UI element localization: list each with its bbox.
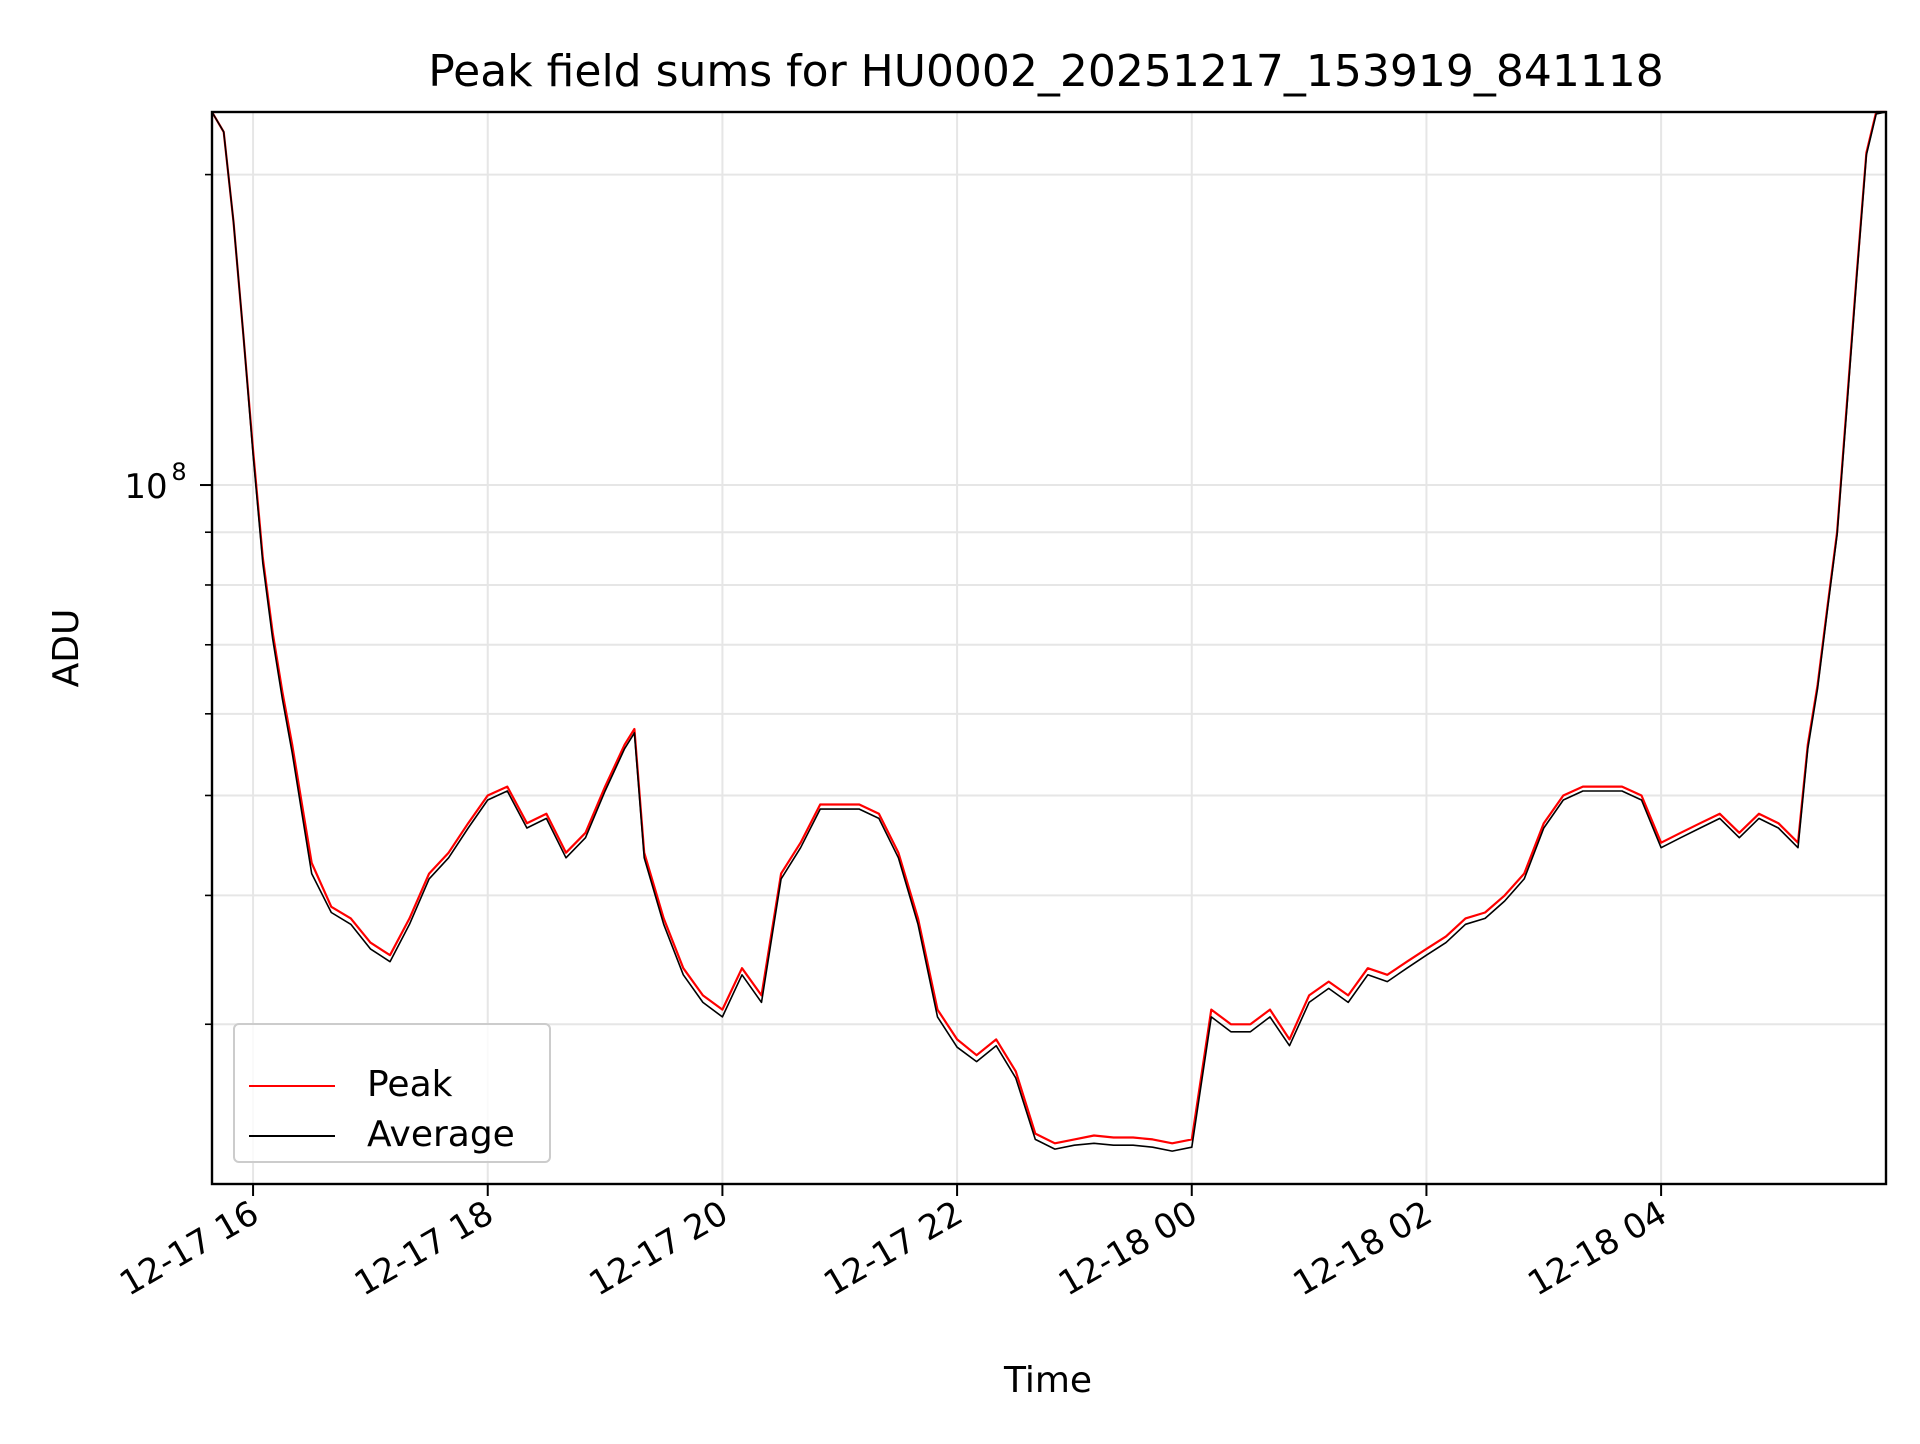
chart-title: Peak field sums for HU0002_20251217_1539… bbox=[428, 46, 1664, 97]
x-axis-ticks: 12-17 16 12-17 18 12-17 20 12-17 22 12-18 00… bbox=[113, 1184, 1674, 1304]
x-tick-label: 12-17 18 bbox=[348, 1193, 500, 1304]
legend-label-average: Average bbox=[367, 1114, 515, 1155]
legend-swatch-average bbox=[249, 1135, 335, 1137]
series-line-average bbox=[211, 111, 1887, 1152]
x-tick-label: 12-17 16 bbox=[113, 1193, 265, 1304]
x-tick-label: 12-18 04 bbox=[1521, 1193, 1673, 1304]
y-tick-label: 10 bbox=[124, 467, 167, 507]
legend-item-peak: Peak bbox=[235, 1061, 549, 1111]
plot-frame bbox=[210, 110, 1888, 1186]
x-axis-label: Time bbox=[1003, 1360, 1092, 1401]
legend: Peak Average bbox=[233, 1023, 551, 1163]
series-line-peak bbox=[211, 110, 1886, 1145]
legend-item-average: Average bbox=[235, 1111, 549, 1161]
y-tick-label-exponent: 8 bbox=[171, 458, 186, 486]
y-axis-label: ADU bbox=[46, 609, 87, 688]
x-tick-label: 12-17 20 bbox=[583, 1193, 735, 1304]
legend-label-peak: Peak bbox=[367, 1064, 453, 1105]
grid-lines bbox=[212, 112, 1886, 1184]
x-tick-label: 12-17 22 bbox=[817, 1193, 969, 1304]
x-tick-label: 12-18 02 bbox=[1287, 1193, 1439, 1304]
x-tick-label: 12-18 00 bbox=[1052, 1193, 1204, 1304]
legend-swatch-peak bbox=[249, 1085, 335, 1087]
series-lines bbox=[211, 110, 1887, 1152]
y-axis-ticks: 10 8 bbox=[124, 173, 212, 1026]
